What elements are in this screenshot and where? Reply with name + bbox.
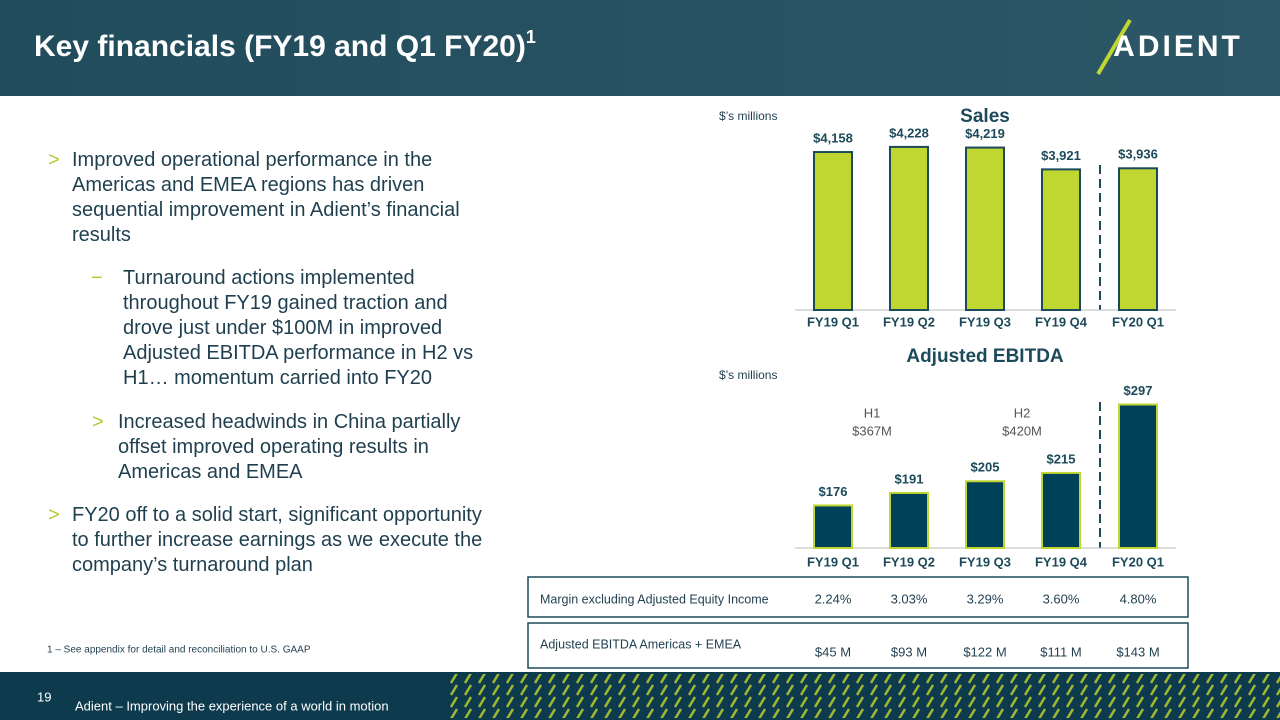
table-row-box <box>527 576 1189 618</box>
bar <box>813 151 853 311</box>
bar <box>889 145 929 311</box>
bar <box>1118 167 1158 311</box>
tagline: Adient – Improving the experience of a w… <box>75 698 389 713</box>
value-label: $4,228 <box>889 125 929 140</box>
footer-stripes <box>448 674 1280 718</box>
bullet: − Turnaround actions implemented througho… <box>91 266 493 391</box>
cell: 3.03% <box>891 591 928 606</box>
x-tick-label: FY19 Q4 <box>1035 314 1088 329</box>
page-number: 19 <box>37 689 51 704</box>
bullet-marker: > <box>48 149 60 171</box>
annotation: $420M <box>1002 423 1042 438</box>
bullet-marker: > <box>92 411 104 433</box>
annotation: H1 <box>864 405 881 420</box>
unit-label: $’s millions <box>719 109 777 123</box>
bar <box>965 480 1005 549</box>
bullet: > Increased headwinds in China partially … <box>92 410 488 485</box>
cell: 3.60% <box>1043 591 1080 606</box>
bar <box>813 504 853 549</box>
value-label: $4,158 <box>813 130 853 145</box>
unit-label: $’s millions <box>719 368 777 382</box>
x-tick-label: FY19 Q4 <box>1035 554 1088 569</box>
value-label: $191 <box>895 471 924 486</box>
cell: 3.29% <box>967 591 1004 606</box>
value-label: $205 <box>971 460 1000 475</box>
x-tick-label: FY19 Q3 <box>959 554 1011 569</box>
cell: 4.80% <box>1120 591 1157 606</box>
cell: $143 M <box>1116 644 1159 659</box>
table-row-box <box>527 622 1189 669</box>
chart-title: Sales <box>960 106 1010 127</box>
logo: ADIENT <box>1113 30 1243 63</box>
chart-title: Adjusted EBITDA <box>906 346 1064 367</box>
x-tick-label: FY19 Q2 <box>883 314 935 329</box>
bullet-marker: − <box>91 267 103 289</box>
cell: $111 M <box>1040 644 1081 659</box>
x-tick-label: FY19 Q1 <box>807 554 859 569</box>
footnote: 1 – See appendix for detail and reconcil… <box>47 645 311 656</box>
row-label: Adjusted EBITDA Americas + EMEA <box>540 637 742 651</box>
logo-slash <box>1096 18 1132 76</box>
x-tick-label: FY19 Q2 <box>883 554 935 569</box>
bullet-text: Improved operational performance in the … <box>72 149 460 246</box>
x-tick-label: FY20 Q1 <box>1112 314 1164 329</box>
x-tick-label: FY19 Q3 <box>959 314 1011 329</box>
x-tick-label: FY19 Q1 <box>807 314 859 329</box>
bullet-text: Turnaround actions implemented throughou… <box>123 267 474 389</box>
value-label: $215 <box>1047 451 1076 466</box>
cell: $93 M <box>891 644 927 659</box>
bar <box>889 491 929 549</box>
header-bar <box>0 0 1280 96</box>
bar <box>1041 471 1081 549</box>
x-tick-label: FY20 Q1 <box>1112 554 1164 569</box>
value-label: $3,921 <box>1041 148 1081 163</box>
row-label: Margin excluding Adjusted Equity Income <box>540 592 769 606</box>
title: Key financials (FY19 and Q1 FY20)1 <box>34 27 536 63</box>
bullet: > Improved operational performance in the… <box>48 148 492 248</box>
cell: 2.24% <box>815 591 852 606</box>
value-label: $176 <box>819 484 848 499</box>
bullet-text: Increased headwinds in China partially o… <box>118 411 461 483</box>
bullet: > FY20 off to a solid start, significant … <box>48 503 492 578</box>
annotation: $367M <box>852 423 892 438</box>
value-label: $4,219 <box>965 126 1005 141</box>
annotation: H2 <box>1014 405 1031 420</box>
cell: $45 M <box>815 644 851 659</box>
bullet-marker: > <box>48 504 60 526</box>
bar <box>1041 168 1081 311</box>
bar <box>1118 403 1158 550</box>
bar <box>965 146 1005 311</box>
bullet-text: FY20 off to a solid start, significant o… <box>72 504 483 576</box>
value-label: $297 <box>1124 383 1153 398</box>
value-label: $3,936 <box>1118 147 1158 162</box>
cell: $122 M <box>963 644 1006 659</box>
